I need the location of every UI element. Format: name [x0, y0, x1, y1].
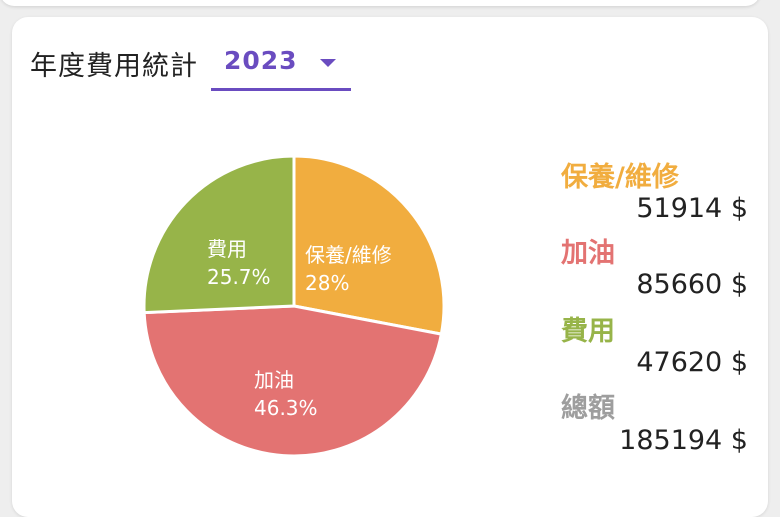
dropdown-underline: [211, 88, 351, 91]
legend-amount-total: 185194 $: [619, 425, 748, 456]
caret-down-icon: [320, 59, 336, 67]
legend-name-expenses: 費用: [561, 316, 615, 347]
slice-maintenance: [292, 154, 446, 336]
slice-fuel: [142, 304, 444, 458]
slice-maintenance-label: 保養/維修: [305, 243, 392, 267]
legend-amount-fuel: 85660 $: [636, 269, 748, 300]
legend-name-fuel: 加油: [561, 238, 615, 269]
slice-fuel-percent: 46.3%: [254, 396, 318, 420]
expense-pie-chart: 保養/維修 28% 加油 46.3% 費用 25.7%: [142, 154, 446, 458]
year-value: 2023: [224, 46, 298, 75]
legend-name-maintenance: 保養/維修: [561, 162, 679, 193]
slice-fuel-label: 加油: [254, 368, 294, 392]
legend-amount-expenses: 47620 $: [636, 347, 748, 378]
previous-card: [0, 0, 760, 6]
slice-expenses: [142, 154, 296, 315]
legend-amount-maintenance: 51914 $: [636, 193, 748, 224]
year-dropdown[interactable]: 2023: [211, 40, 351, 91]
slice-expenses-percent: 25.7%: [207, 265, 271, 289]
legend-name-total: 總額: [561, 393, 615, 424]
slice-expenses-label: 費用: [207, 237, 247, 261]
card-title: 年度費用統計: [30, 51, 198, 82]
slice-maintenance-percent: 28%: [305, 271, 349, 295]
